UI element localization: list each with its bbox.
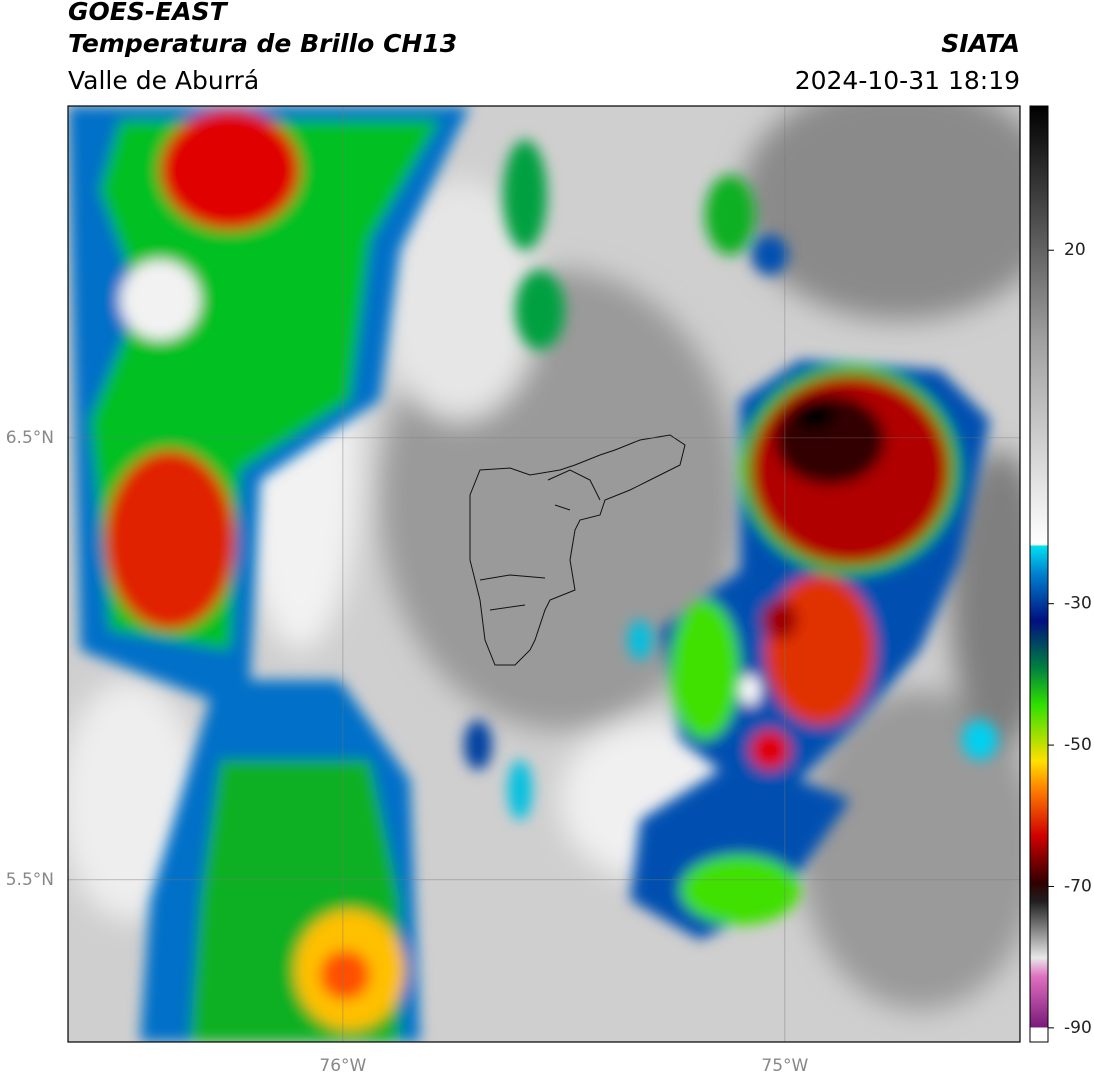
region: Valle de Aburrá [68, 66, 259, 95]
subtitle: Temperatura de Brillo CH13 [68, 29, 457, 58]
map-frame [67, 105, 1021, 1043]
lat-tick-label: 5.5°N [6, 870, 54, 890]
colorbar-tick-label: -90 [1064, 1018, 1092, 1038]
grid [68, 106, 1020, 1042]
lon-tick-label: 76°W [319, 1056, 366, 1076]
lon-tick-label: 75°W [761, 1056, 808, 1076]
lat-tick-label: 6.5°N [6, 428, 54, 448]
satellite-image [68, 106, 1020, 1042]
timestamp: 2024-10-31 18:19 [795, 66, 1020, 95]
valley-outline [469, 434, 686, 666]
colorbar-tick-label: -70 [1064, 876, 1092, 896]
colorbar [1029, 105, 1049, 1043]
source: SIATA [941, 29, 1020, 58]
colorbar-tick-label: -50 [1064, 735, 1092, 755]
colorbar-tick-label: 20 [1064, 240, 1086, 260]
title: GOES-EAST [68, 0, 229, 26]
colorbar-tick-label: -30 [1064, 594, 1092, 614]
